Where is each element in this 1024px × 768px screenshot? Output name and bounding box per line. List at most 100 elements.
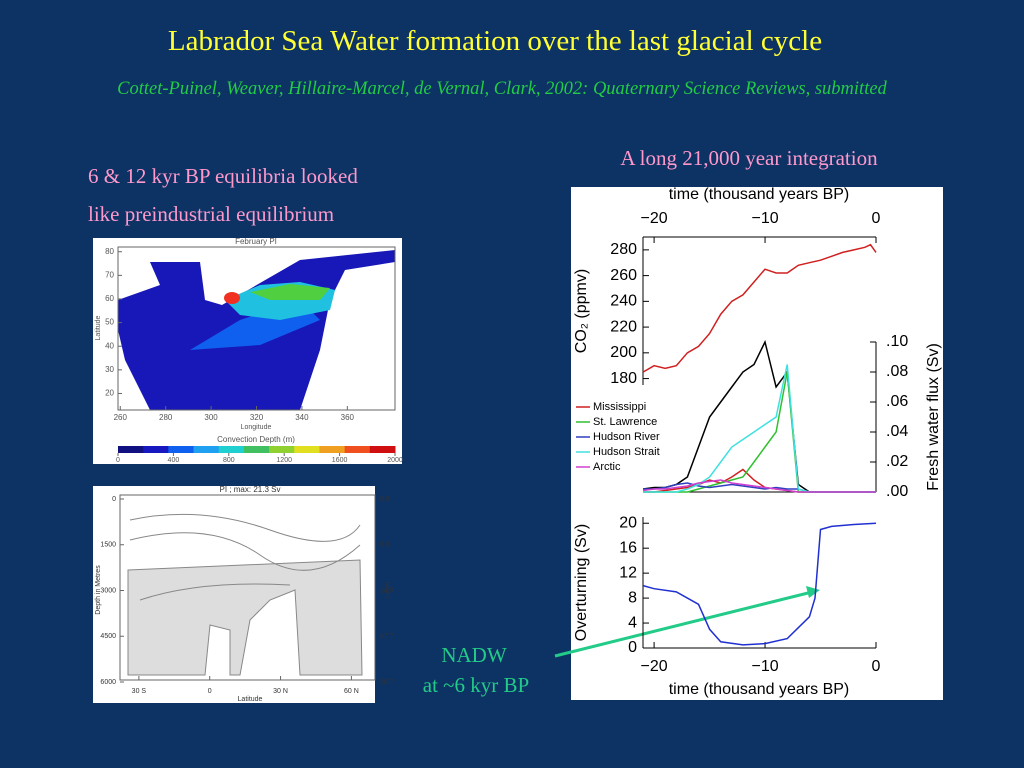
y2-tick-label: .06	[886, 393, 908, 410]
y2-tick-label: .08	[886, 363, 908, 380]
x-tick-label: −20	[641, 210, 668, 227]
x-tick-label: −10	[751, 658, 778, 675]
colorbar-cell	[243, 446, 270, 453]
axis-label: Latitude	[238, 696, 263, 703]
y-tick-label: 80	[105, 247, 114, 256]
colorbar-cell	[118, 446, 144, 453]
y-tick-label: 16	[619, 539, 637, 556]
level-label: 17.7	[380, 633, 394, 640]
y2-tick-label: .04	[886, 423, 908, 440]
x-tick-label: 0	[872, 658, 881, 675]
y2-tick-label: .00	[886, 483, 908, 500]
y-tick-label: 60	[105, 294, 114, 303]
y-tick-label: 40	[105, 341, 114, 350]
data-line	[642, 479, 876, 493]
slide-title: Labrador Sea Water formation over the la…	[168, 25, 822, 57]
level-label: 20.7	[380, 679, 394, 686]
arrow-head	[806, 586, 820, 598]
colorbar-cell	[269, 446, 295, 453]
x-tick-label: 300	[204, 413, 218, 422]
colorbar-cell	[193, 446, 220, 453]
x-tick-label: 340	[295, 413, 309, 422]
colorbar-tick-label: 1600	[332, 457, 348, 464]
annotation: at ~6 kyr BP	[423, 673, 529, 697]
y-tick-label: 240	[610, 293, 637, 310]
colorbar-tick-label: 800	[223, 457, 235, 464]
y-tick-label: 0	[628, 639, 637, 656]
section-field	[127, 513, 363, 676]
x-tick-label: 280	[159, 413, 173, 422]
axis-label: Depth in Metres	[95, 565, 102, 615]
land-shape	[118, 262, 395, 410]
y-tick-label: 260	[610, 267, 637, 284]
axis-label: Level	[385, 581, 392, 598]
axis-label: time (thousand years BP)	[669, 681, 850, 698]
colorbar-tick-label: 2000	[387, 457, 403, 464]
colorbar-tick-label: 400	[168, 457, 180, 464]
y-tick-label: 4	[628, 614, 637, 631]
colorbar-cell	[344, 446, 371, 453]
y-tick-label: 0	[112, 496, 116, 503]
convection-shape	[250, 284, 330, 300]
axis-label: Overturning (Sv)	[573, 524, 590, 641]
colorbar-cell	[369, 446, 396, 453]
colorbar-tick-label: 0	[116, 457, 120, 464]
x-tick-label: 360	[341, 413, 355, 422]
legend-label: Hudson River	[593, 431, 660, 443]
colorbar-cell	[218, 446, 245, 453]
y-tick-label: 50	[105, 318, 114, 327]
map-field	[118, 250, 395, 410]
y-tick-label: 12	[619, 564, 637, 581]
data-line	[642, 243, 877, 373]
level-label: 9.9	[380, 542, 390, 549]
y-tick-label: 20	[619, 514, 637, 531]
arrow	[554, 590, 813, 658]
left-text: like preindustrial equilibrium	[88, 202, 334, 226]
level-label: 14.3	[380, 587, 394, 594]
x-tick-label: 30 N	[273, 688, 288, 695]
x-tick-label: 30 S	[132, 688, 147, 695]
y2-tick-label: .10	[886, 333, 908, 350]
y-tick-label: 70	[105, 270, 114, 279]
colorbar-label: Convection Depth (m)	[217, 435, 295, 444]
convection-shape	[224, 292, 240, 304]
y-tick-label: 30	[105, 365, 114, 374]
legend-label: St. Lawrence	[593, 416, 657, 428]
map-title: February PI	[235, 237, 277, 246]
axis-label: Fresh water flux (Sv)	[925, 343, 942, 491]
legend-label: Arctic	[593, 461, 621, 473]
y-tick-label: 1500	[100, 542, 116, 549]
colorbar-cell	[143, 446, 169, 453]
colorbar-cell	[294, 446, 320, 453]
section-title: PI ; max: 21.3 Sv	[220, 485, 281, 494]
y-tick-label: 4500	[100, 633, 116, 640]
x-tick-label: 60 N	[344, 688, 359, 695]
axis-label: time (thousand years BP)	[669, 186, 850, 203]
legend-label: Mississippi	[593, 401, 646, 413]
axis-label: Longitude	[241, 424, 272, 431]
caption: A long 21,000 year integration	[620, 146, 878, 170]
x-tick-label: 260	[114, 413, 128, 422]
y-tick-label: 8	[628, 589, 637, 606]
contour	[129, 513, 361, 601]
legend-label: Hudson Strait	[593, 446, 660, 458]
axis-label: CO₂ (ppmv)	[573, 269, 590, 353]
chart-panel	[571, 187, 943, 700]
y-tick-label: 220	[610, 318, 637, 335]
section-frame	[119, 494, 376, 681]
y-tick-label: 200	[610, 344, 637, 361]
colorbar-tick-label: 1200	[276, 457, 292, 464]
subtitle: Cottet-Puinel, Weaver, Hillaire-Marcel, …	[117, 79, 887, 99]
axis-label: Latitude	[95, 315, 102, 340]
data-line	[642, 522, 877, 646]
colorbar-cell	[168, 446, 195, 453]
y-tick-label: 280	[610, 241, 637, 258]
y-tick-label: 6000	[100, 679, 116, 686]
level-label: 0.6	[380, 496, 390, 503]
colorbar-cell	[319, 446, 346, 453]
x-tick-label: 0	[208, 688, 212, 695]
y-tick-label: 20	[105, 389, 114, 398]
x-tick-label: 0	[872, 210, 881, 227]
y-tick-label: 3000	[100, 587, 116, 594]
